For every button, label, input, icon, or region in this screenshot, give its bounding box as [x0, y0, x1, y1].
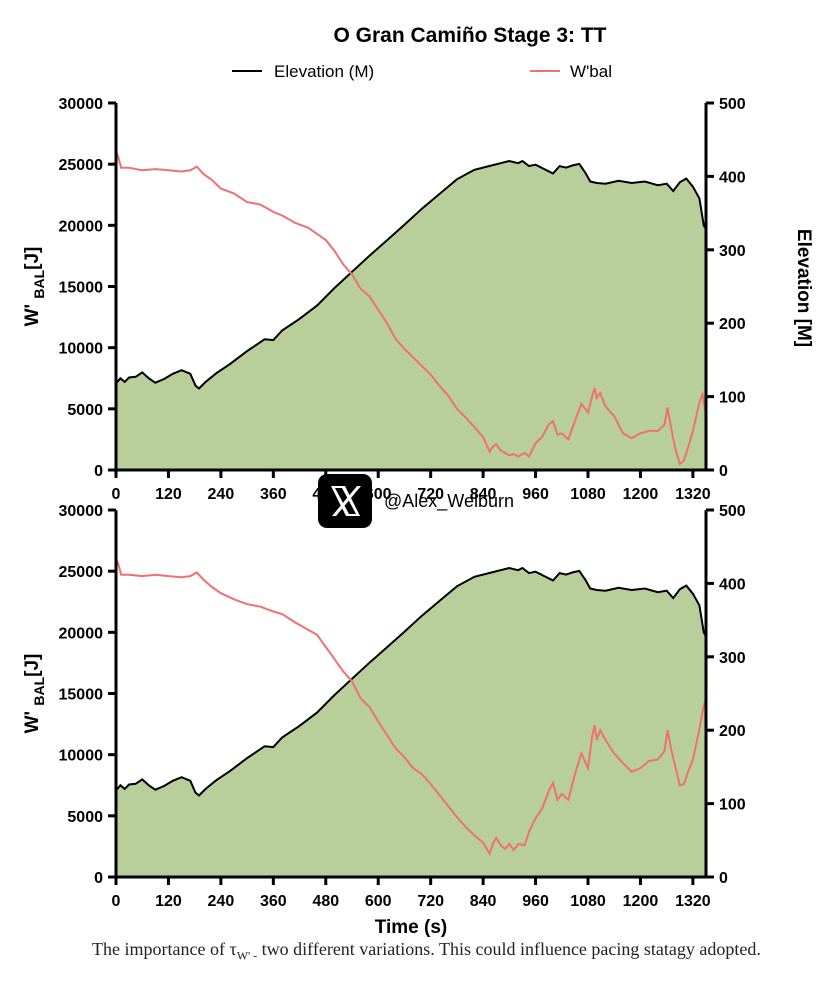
author-handle: @Alex_Welburn	[384, 491, 514, 512]
caption-subscript: W' -	[236, 948, 258, 963]
right-tick-label: 100	[719, 390, 746, 407]
left-tick-label: 10000	[59, 748, 104, 765]
x-tick-label: 0	[112, 893, 121, 910]
left-tick-label: 30000	[59, 503, 104, 520]
left-tick-label: 5000	[67, 402, 103, 419]
x-tick-label: 480	[312, 893, 339, 910]
right-tick-label: 100	[719, 797, 746, 814]
bottom-panel: 0500010000150002000025000300000100200300…	[22, 503, 746, 938]
wbal-line	[115, 150, 707, 466]
x-tick-label: 960	[522, 486, 549, 503]
x-tick-label: 720	[417, 893, 444, 910]
right-axis-title: Elevation [M]	[793, 229, 814, 347]
elevation-area	[116, 568, 706, 877]
x-tick-label: 240	[208, 893, 235, 910]
wbal-line	[115, 557, 707, 857]
right-tick-label: 500	[719, 96, 746, 113]
elevation-line	[115, 159, 707, 390]
x-tick-label: 720	[417, 486, 444, 503]
legend-label-wbal: W'bal	[570, 62, 612, 81]
right-tick-label: 500	[719, 503, 746, 520]
legend: Elevation (M) W'bal	[232, 62, 612, 81]
x-tick-label: 1080	[570, 893, 606, 910]
x-tick-label: 840	[470, 893, 497, 910]
x-tick-label: 120	[155, 486, 182, 503]
right-tick-label: 200	[719, 316, 746, 333]
x-tick-label: 240	[208, 486, 235, 503]
right-tick-label: 300	[719, 243, 746, 260]
elevation-area	[116, 161, 706, 470]
x-tick-label: 1320	[675, 893, 711, 910]
watermark: @Alex_Welburn	[318, 474, 514, 528]
right-tick-label: 0	[719, 463, 728, 480]
x-axis-title: Time (s)	[375, 917, 448, 938]
left-tick-label: 30000	[59, 96, 104, 113]
left-axis-title: W' BAL[J]	[22, 247, 47, 327]
x-tick-label: 1080	[570, 486, 606, 503]
left-tick-label: 15000	[59, 687, 104, 704]
elevation-line	[115, 566, 707, 797]
x-tick-label: 120	[155, 893, 182, 910]
x-tick-label: 600	[365, 893, 392, 910]
right-tick-label: 400	[719, 576, 746, 593]
x-tick-label: 1200	[623, 486, 659, 503]
left-tick-label: 20000	[59, 625, 104, 642]
x-tick-label: 1320	[675, 486, 711, 503]
caption-text-end: two different variations. This could inf…	[257, 939, 761, 959]
right-tick-label: 200	[719, 723, 746, 740]
chart-title: O Gran Camiño Stage 3: TT	[333, 24, 606, 47]
x-tick-label: 960	[522, 893, 549, 910]
left-tick-label: 25000	[59, 157, 104, 174]
left-tick-label: 10000	[59, 341, 104, 358]
x-logo-icon	[318, 474, 372, 528]
left-tick-label: 5000	[67, 809, 103, 826]
figure-caption: The importance of τW' - two different va…	[92, 934, 792, 971]
left-axis-title: W' BAL[J]	[22, 654, 47, 734]
x-tick-label: 0	[112, 486, 121, 503]
x-tick-label: 1200	[623, 893, 659, 910]
top-panel: 0500010000150002000025000300000100200300…	[22, 96, 814, 503]
left-tick-label: 0	[94, 463, 103, 480]
left-tick-label: 0	[94, 870, 103, 887]
legend-label-elevation: Elevation (M)	[274, 62, 374, 81]
left-tick-label: 25000	[59, 564, 104, 581]
x-tick-label: 840	[470, 486, 497, 503]
left-tick-label: 20000	[59, 218, 104, 235]
x-tick-label: 360	[260, 893, 287, 910]
right-tick-label: 0	[719, 870, 728, 887]
right-tick-label: 400	[719, 169, 746, 186]
right-tick-label: 300	[719, 650, 746, 667]
caption-text-start: The importance of τ	[92, 939, 237, 959]
left-tick-label: 15000	[59, 280, 104, 297]
x-tick-label: 360	[260, 486, 287, 503]
